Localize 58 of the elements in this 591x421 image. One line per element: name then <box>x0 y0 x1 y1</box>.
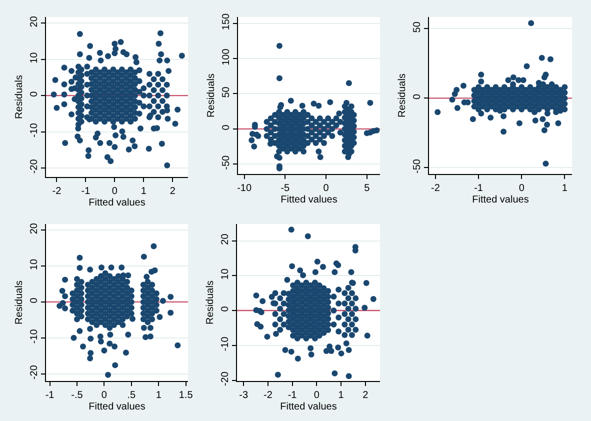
y-tick-label: 0 <box>412 93 423 100</box>
x-tick-label: .5 <box>127 390 136 401</box>
x-tick-label: -.5 <box>71 390 84 401</box>
y-tick-label: -10 <box>220 336 231 352</box>
y-tick-label: 20 <box>29 16 40 28</box>
x-tick-label: -2 <box>431 183 440 194</box>
x-tick-label: 1 <box>156 390 162 401</box>
y-tick-label: 150 <box>221 13 232 30</box>
x-tick-label: -3 <box>239 390 248 401</box>
y-axis-title: Residuals <box>205 280 216 324</box>
x-tick-label: 1 <box>338 390 344 401</box>
x-tick-label: -10 <box>237 183 252 194</box>
y-tick-label: 0 <box>220 306 231 312</box>
y-axis-title: Residuals <box>397 74 408 118</box>
y-tick-label: 100 <box>221 48 232 66</box>
x-tick-label: -2 <box>263 390 273 401</box>
y-axis-title: Residuals <box>14 75 25 119</box>
y-tick-label: 0 <box>221 124 232 130</box>
x-axis-title: Fitted values <box>88 402 146 412</box>
y-tick-label: -10 <box>29 328 40 344</box>
x-tick-label: -1 <box>288 390 298 401</box>
y-tick-label: -20 <box>29 364 40 380</box>
y-tick-label: 0 <box>29 90 40 97</box>
y-tick-label: 10 <box>29 258 40 270</box>
y-tick-label: 20 <box>220 233 231 245</box>
x-tick-label: -2 <box>52 186 62 197</box>
y-axis-title: Residuals <box>14 280 25 324</box>
x-tick-label: 0 <box>518 183 525 194</box>
y-tick-label: 20 <box>29 222 40 234</box>
x-tick-label: -1 <box>81 186 91 197</box>
x-tick-label: 2 <box>170 186 176 197</box>
y-tick-label: -20 <box>29 158 40 174</box>
x-tick-label: -1 <box>45 390 55 401</box>
y-tick-label: -50 <box>412 158 423 174</box>
y-tick-label: 50 <box>412 21 423 33</box>
x-tick-label: 0 <box>314 390 320 401</box>
y-axis-title: Residuals <box>206 74 217 118</box>
x-tick-label: 1 <box>140 186 147 197</box>
x-tick-label: 0 <box>112 186 118 197</box>
x-tick-label: 5 <box>364 183 370 194</box>
x-axis-title: Fitted values <box>280 194 338 206</box>
x-tick-label: 0 <box>323 183 330 194</box>
x-axis-title: Fitted values <box>472 194 529 206</box>
x-axis-title: Fitted values <box>88 198 146 208</box>
x-tick-label: -1 <box>474 183 484 194</box>
x-axis-title: Fitted values <box>280 402 337 412</box>
y-tick-label: 10 <box>29 52 40 64</box>
x-tick-label: 1 <box>562 183 568 194</box>
y-tick-label: -10 <box>29 122 40 138</box>
x-tick-label: -5 <box>280 183 290 194</box>
x-tick-label: 1.5 <box>178 390 194 401</box>
y-tick-label: 10 <box>220 268 231 280</box>
x-tick-label: 2 <box>362 390 369 401</box>
x-tick-label: 0 <box>101 390 108 401</box>
y-tick-label: 50 <box>221 86 232 98</box>
y-tick-label: 0 <box>29 297 40 304</box>
y-tick-label: -20 <box>220 371 231 386</box>
y-tick-label: -50 <box>221 154 232 170</box>
